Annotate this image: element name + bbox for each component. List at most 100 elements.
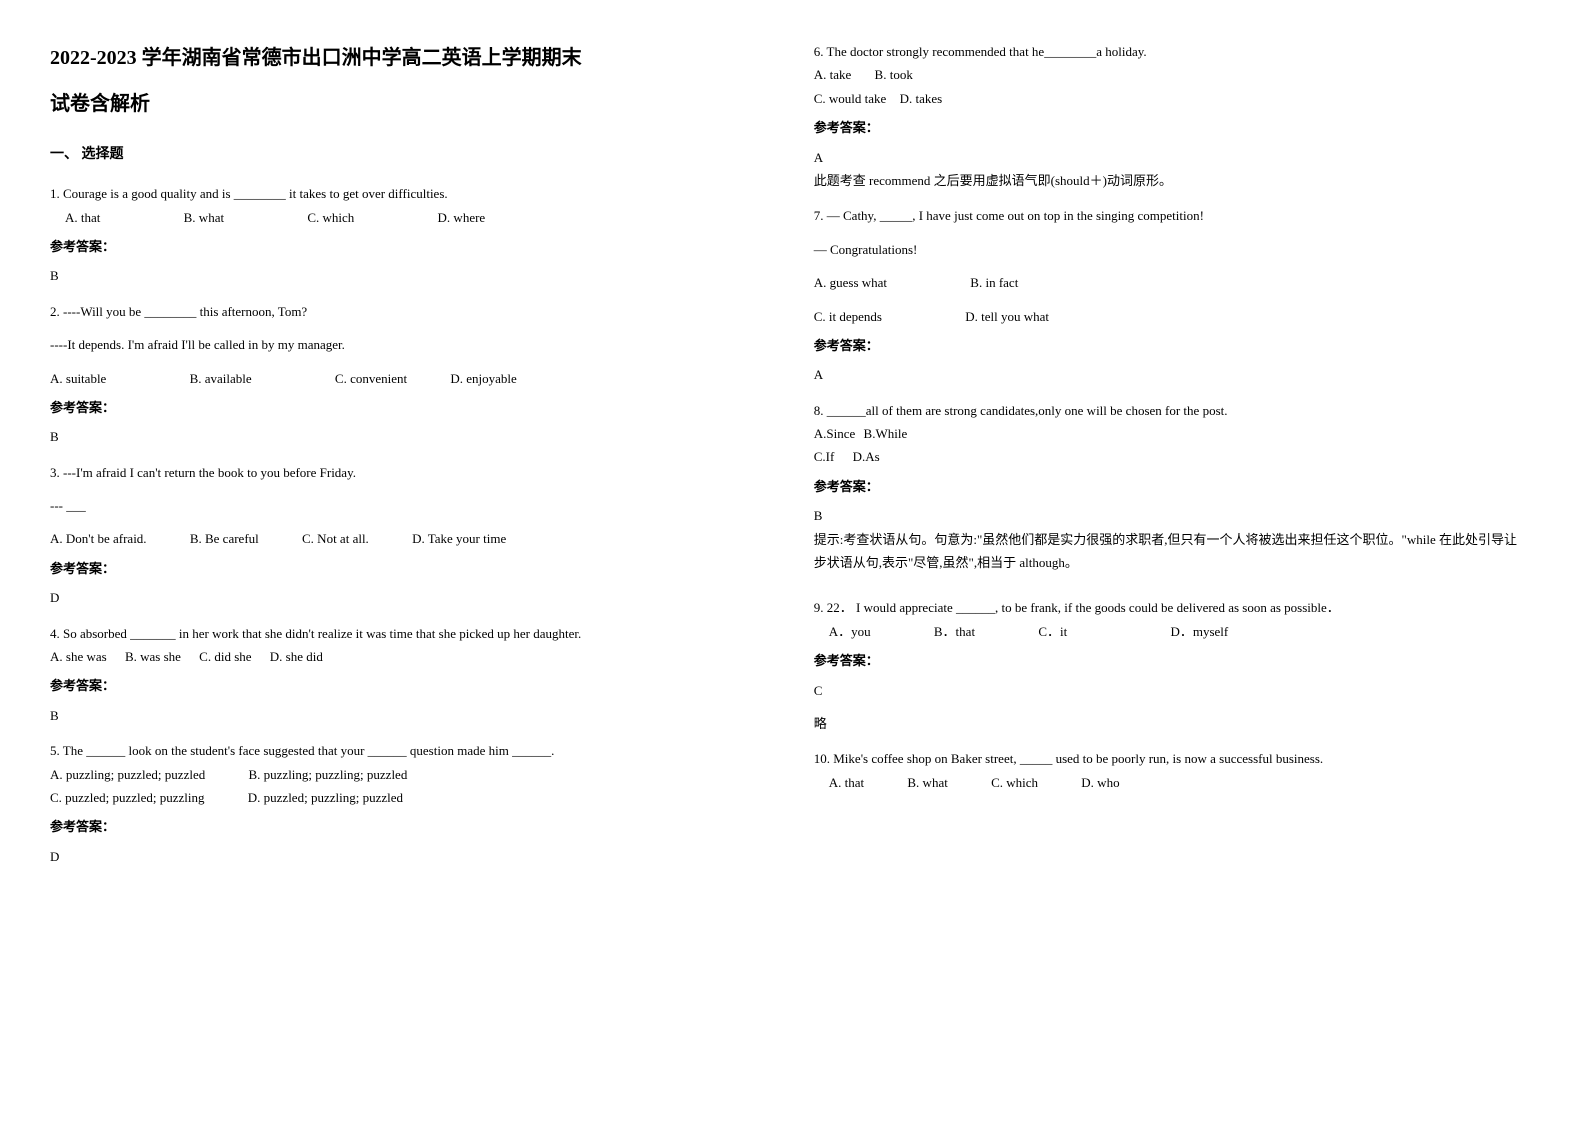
q7-answer-label: 参考答案： (814, 334, 1528, 357)
q5-optD: D. puzzled; puzzling; puzzled (248, 790, 403, 805)
question-1: 1. Courage is a good quality and is ____… (50, 182, 764, 288)
q4-answer: B (50, 704, 764, 727)
q2-options: A. suitable B. available C. convenient D… (50, 367, 764, 390)
q2-line1: 2. ----Will you be ________ this afterno… (50, 300, 764, 323)
q7-line2: — Congratulations! (814, 238, 1528, 261)
question-9: 9. 22． I would appreciate ______, to be … (814, 596, 1528, 735)
question-10: 10. Mike's coffee shop on Baker street, … (814, 747, 1528, 794)
q6-optC: C. would take (814, 87, 887, 110)
q3-optD: D. Take your time (412, 531, 506, 546)
q7-options-row2: C. it depends D. tell you what (814, 305, 1528, 328)
q4-optA: A. she was (50, 645, 107, 668)
q4-optC: C. did she (199, 645, 251, 668)
q8-explain: 提示:考查状语从句。句意为:"虽然他们都是实力很强的求职者,但只有一个人将被选出… (814, 528, 1528, 575)
q10-optA: A. that (829, 771, 864, 794)
q6-explain: 此题考查 recommend 之后要用虚拟语气即(should＋)动词原形。 (814, 169, 1528, 192)
q2-optD: D. enjoyable (450, 371, 516, 386)
q4-stem: 4. So absorbed _______ in her work that … (50, 622, 764, 645)
q9-optD: D．myself (1170, 624, 1228, 639)
q5-options-row1: A. puzzling; puzzled; puzzled B. puzzlin… (50, 763, 764, 786)
q6-answer-label: 参考答案： (814, 116, 1528, 139)
q2-optC: C. convenient (335, 367, 407, 390)
q3-optB: B. Be careful (190, 527, 259, 550)
q5-options-row2: C. puzzled; puzzled; puzzling D. puzzled… (50, 786, 764, 809)
q9-stem: 9. 22． I would appreciate ______, to be … (814, 596, 1528, 619)
q9-optA: A．you (829, 620, 871, 643)
section-heading: 一、 选择题 (50, 142, 764, 167)
right-column: 6. The doctor strongly recommended that … (814, 40, 1528, 880)
q8-optC: C.If (814, 445, 835, 468)
q7-options-row1: A. guess what B. in fact (814, 271, 1528, 294)
q6-optD: D. takes (900, 91, 943, 106)
q9-answer: C (814, 679, 1528, 702)
question-3: 3. ---I'm afraid I can't return the book… (50, 461, 764, 610)
q6-stem: 6. The doctor strongly recommended that … (814, 40, 1528, 63)
q9-options: A．you B．that C．it D．myself (814, 620, 1528, 643)
q1-optC: C. which (307, 206, 354, 229)
q1-answer-label: 参考答案： (50, 235, 764, 258)
question-4: 4. So absorbed _______ in her work that … (50, 622, 764, 728)
q5-answer-label: 参考答案： (50, 815, 764, 838)
q3-line1: 3. ---I'm afraid I can't return the book… (50, 461, 764, 484)
q9-optC: C．it (1038, 620, 1067, 643)
q1-optD: D. where (438, 210, 486, 225)
q5-optC: C. puzzled; puzzled; puzzling (50, 786, 205, 809)
question-7: 7. — Cathy, _____, I have just come out … (814, 204, 1528, 386)
q6-optA: A. take (814, 63, 852, 86)
left-column: 2022-2023 学年湖南省常德市出口洲中学高二英语上学期期末 试卷含解析 一… (50, 40, 764, 880)
question-5: 5. The ______ look on the student's face… (50, 739, 764, 868)
q7-optA: A. guess what (814, 271, 887, 294)
q8-options-row1: A.Since B.While (814, 422, 1528, 445)
q6-answer: A (814, 146, 1528, 169)
q8-answer-label: 参考答案： (814, 475, 1528, 498)
q3-answer-label: 参考答案： (50, 557, 764, 580)
q1-stem: 1. Courage is a good quality and is ____… (50, 182, 764, 205)
q1-optA: A. that (65, 206, 100, 229)
q7-answer: A (814, 363, 1528, 386)
page-container: 2022-2023 学年湖南省常德市出口洲中学高二英语上学期期末 试卷含解析 一… (50, 40, 1537, 880)
q10-optD: D. who (1081, 775, 1119, 790)
q4-optB: B. was she (125, 645, 181, 668)
q10-stem: 10. Mike's coffee shop on Baker street, … (814, 747, 1528, 770)
q9-explain: 略 (814, 712, 1528, 735)
q9-answer-label: 参考答案： (814, 649, 1528, 672)
q8-answer: B (814, 504, 1528, 527)
q10-optB: B. what (907, 771, 947, 794)
q3-optC: C. Not at all. (302, 527, 369, 550)
q5-stem: 5. The ______ look on the student's face… (50, 739, 764, 762)
q3-line2: --- ___ (50, 494, 764, 517)
q2-answer-label: 参考答案： (50, 396, 764, 419)
q2-answer: B (50, 425, 764, 448)
q8-optD: D.As (853, 449, 880, 464)
q9-optB: B．that (934, 620, 975, 643)
q7-optB: B. in fact (970, 275, 1018, 290)
doc-subtitle: 试卷含解析 (50, 86, 764, 122)
doc-title: 2022-2023 学年湖南省常德市出口洲中学高二英语上学期期末 (50, 40, 764, 76)
q2-line2: ----It depends. I'm afraid I'll be calle… (50, 333, 764, 356)
q1-options: A. that B. what C. which D. where (50, 206, 764, 229)
q8-optB: B.While (864, 426, 908, 441)
q4-options: A. she was B. was she C. did she D. she … (50, 645, 764, 668)
question-2: 2. ----Will you be ________ this afterno… (50, 300, 764, 449)
q3-answer: D (50, 586, 764, 609)
q4-answer-label: 参考答案： (50, 674, 764, 697)
q5-optA: A. puzzling; puzzled; puzzled (50, 763, 205, 786)
q1-answer: B (50, 264, 764, 287)
question-8: 8. ______all of them are strong candidat… (814, 399, 1528, 575)
q7-optD: D. tell you what (965, 309, 1049, 324)
q10-optC: C. which (991, 771, 1038, 794)
q5-answer: D (50, 845, 764, 868)
q2-optB: B. available (190, 367, 252, 390)
q1-optB: B. what (184, 206, 224, 229)
q10-options: A. that B. what C. which D. who (814, 771, 1528, 794)
q4-optD: D. she did (270, 649, 323, 664)
q3-options: A. Don't be afraid. B. Be careful C. Not… (50, 527, 764, 550)
q7-line1: 7. — Cathy, _____, I have just come out … (814, 204, 1528, 227)
q6-optB: B. took (875, 67, 913, 82)
q5-optB: B. puzzling; puzzling; puzzled (248, 767, 407, 782)
q7-optC: C. it depends (814, 305, 882, 328)
q6-options-row1: A. take B. took (814, 63, 1528, 86)
question-6: 6. The doctor strongly recommended that … (814, 40, 1528, 192)
q8-stem: 8. ______all of them are strong candidat… (814, 399, 1528, 422)
q3-optA: A. Don't be afraid. (50, 527, 147, 550)
